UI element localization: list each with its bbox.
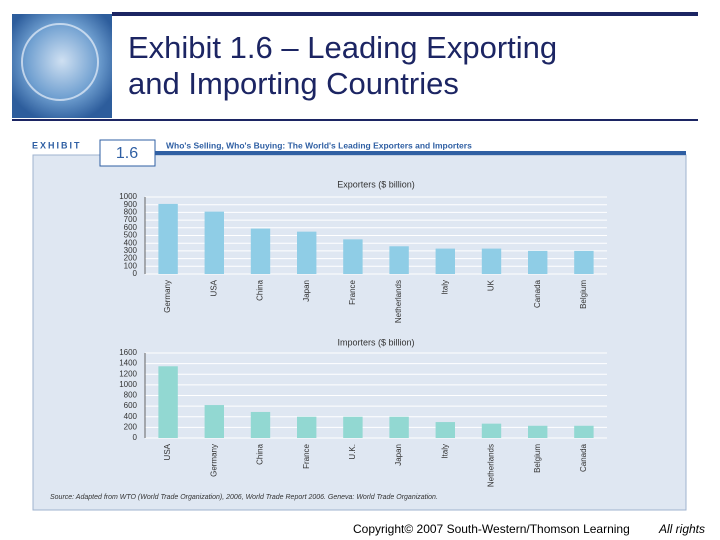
logo-ring (21, 23, 99, 101)
x-tick-label: France (348, 279, 357, 304)
exhibit-title: Who's Selling, Who's Buying: The World's… (166, 140, 472, 150)
bar (435, 248, 456, 274)
bar (574, 425, 594, 438)
y-tick-label: 200 (124, 422, 138, 431)
y-tick-label: 300 (124, 246, 138, 255)
y-tick-label: 600 (124, 223, 138, 232)
y-tick-label: 800 (124, 208, 138, 217)
y-tick-label: 800 (124, 391, 138, 400)
x-tick-label: Belgium (579, 280, 588, 309)
bar (481, 248, 502, 274)
bar (204, 211, 225, 274)
x-tick-label: China (256, 279, 265, 300)
bar (343, 416, 363, 438)
bar (389, 246, 409, 274)
bar (250, 411, 271, 438)
x-tick-label: Belgium (533, 444, 542, 473)
bar (527, 425, 548, 438)
bar (296, 416, 317, 438)
rights: All rights (658, 522, 705, 536)
bar (343, 239, 363, 274)
y-tick-label: 100 (124, 261, 138, 270)
bar (250, 228, 271, 274)
y-tick-label: 700 (124, 215, 138, 224)
title-rule (12, 119, 698, 121)
chart-title: Importers ($ billion) (337, 337, 414, 347)
exhibit-rule (155, 151, 686, 155)
x-tick-label: Japan (394, 444, 403, 466)
slide-title: Exhibit 1.6 – Leading Exporting (128, 30, 557, 65)
y-tick-label: 0 (133, 269, 138, 278)
x-tick-label: Netherlands (487, 444, 496, 487)
x-tick-label: Netherlands (394, 280, 403, 323)
x-tick-label: USA (163, 443, 172, 460)
x-tick-label: Canada (579, 443, 588, 472)
y-tick-label: 0 (133, 433, 138, 442)
bar (527, 250, 548, 274)
exhibit-box (99, 139, 156, 167)
x-tick-label: France (302, 443, 311, 468)
bar (158, 203, 178, 274)
bar (158, 366, 178, 438)
x-tick-label: China (256, 443, 265, 464)
x-tick-label: U.K. (348, 444, 357, 460)
y-tick-label: 1000 (119, 192, 137, 201)
x-tick-label: Italy (440, 444, 449, 459)
chart-title: Exporters ($ billion) (337, 179, 415, 189)
copyright: Copyright© 2007 South-Western/Thomson Le… (353, 522, 630, 536)
y-tick-label: 500 (124, 231, 138, 240)
bar (204, 405, 225, 438)
bar (296, 231, 317, 274)
y-tick-label: 1200 (119, 369, 137, 378)
bar (481, 423, 502, 438)
x-tick-label: Canada (533, 279, 542, 308)
x-tick-label: USA (209, 279, 218, 296)
y-tick-label: 600 (124, 401, 138, 410)
x-tick-label: Germany (163, 280, 172, 313)
exhibit-label: EXHIBIT (32, 140, 82, 150)
y-tick-label: 400 (124, 412, 138, 421)
x-tick-label: Germany (209, 444, 218, 477)
y-tick-label: 900 (124, 200, 138, 209)
source: Source: Adapted from WTO (World Trade Or… (50, 494, 438, 501)
top-rule (112, 12, 698, 16)
bar (389, 416, 409, 438)
y-tick-label: 1600 (119, 348, 137, 357)
y-tick-label: 200 (124, 254, 138, 263)
y-tick-label: 1400 (119, 359, 137, 368)
exhibit-panel (32, 154, 687, 511)
exhibit-number: 1.6 (116, 145, 138, 162)
bar (435, 422, 456, 438)
x-tick-label: Italy (440, 280, 449, 295)
slide-title: and Importing Countries (128, 66, 459, 101)
bar (574, 250, 594, 274)
y-tick-label: 1000 (119, 380, 137, 389)
x-tick-label: UK (487, 279, 496, 291)
x-tick-label: Japan (302, 280, 311, 302)
y-tick-label: 400 (124, 238, 138, 247)
